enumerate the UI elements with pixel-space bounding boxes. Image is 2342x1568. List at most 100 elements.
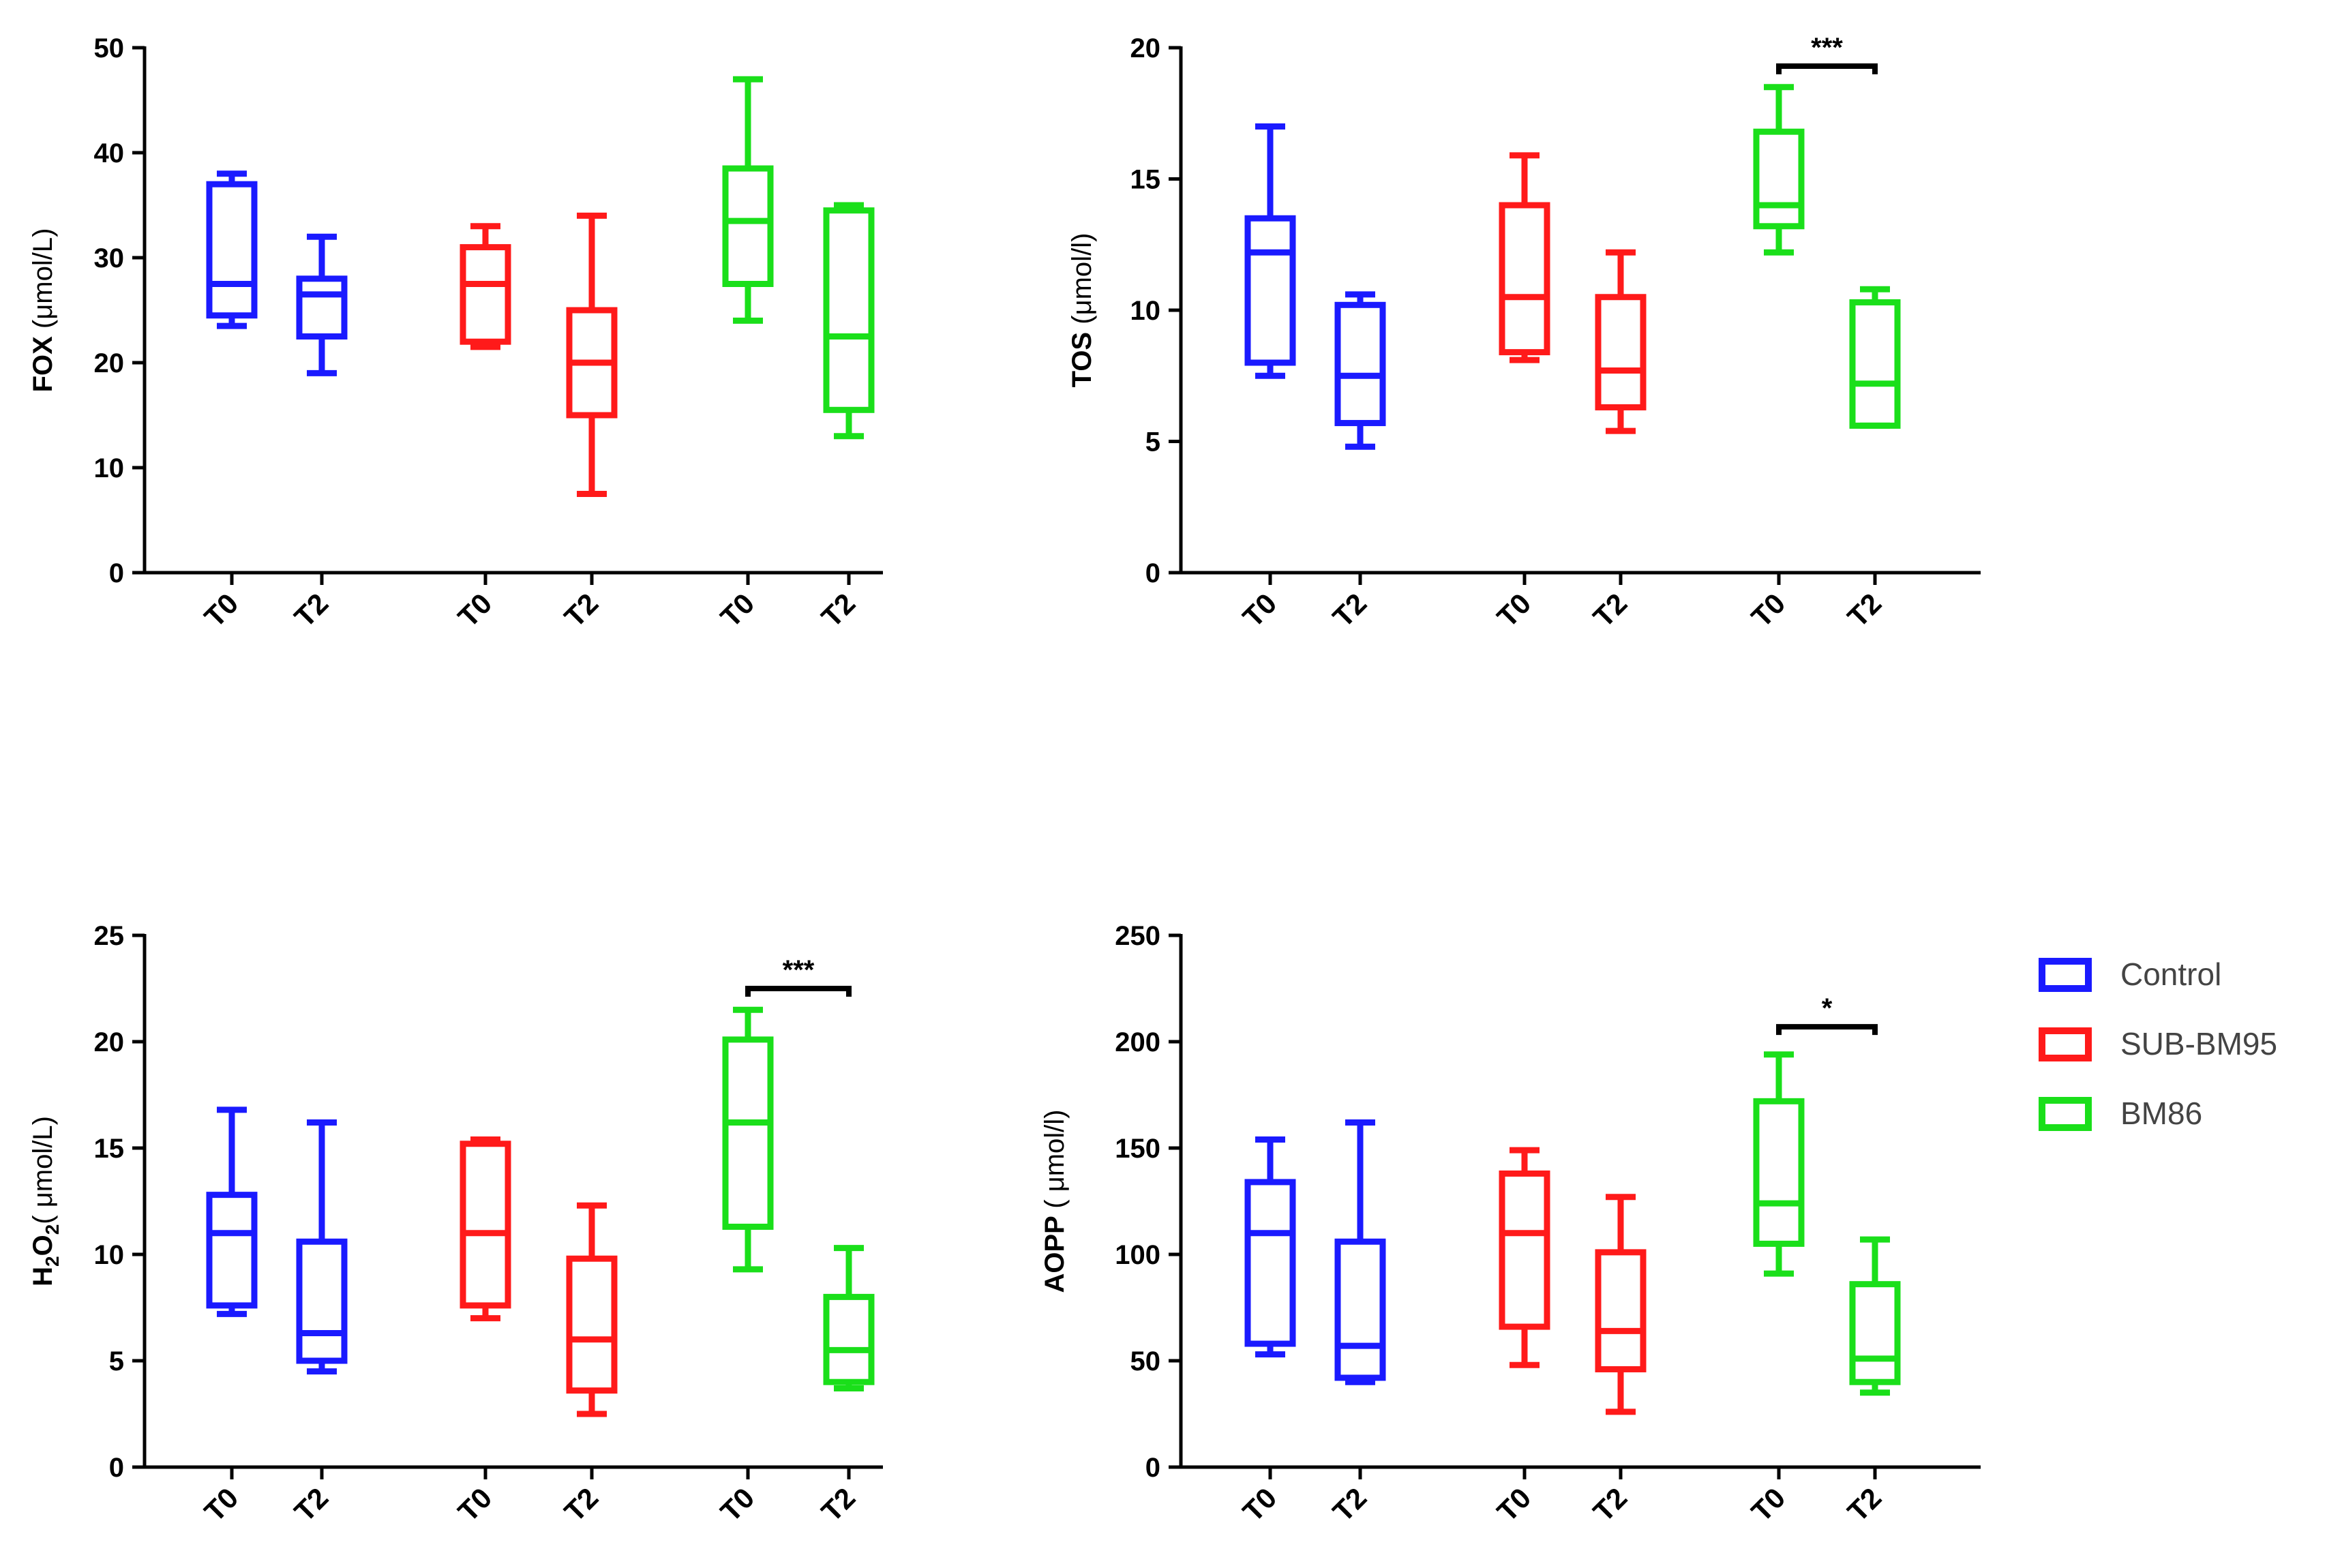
x-tick-label-aopp-5: T2 [1841,1481,1887,1528]
y-tick-label-fox-2: 20 [94,348,125,378]
box-h2o2-1 [296,1119,348,1375]
box-aopp-2 [1499,1147,1550,1368]
y-tick-label-aopp-4: 200 [1115,1027,1160,1057]
x-tick-label-tos-4: T0 [1745,587,1791,633]
panel-h2o2: H2O2( μmol/L) 0 5 10 15 20 25 T0 T2 T0 T2 T0 T2 *** [28,921,883,1528]
legend-label-control: Control [2120,956,2221,992]
y-axis-label-fox: FOX (μmol/L) [28,228,58,393]
significance-label-h2o2-0: *** [783,955,815,985]
x-tick-label-tos-2: T0 [1490,587,1537,633]
box-h2o2-3 [566,1202,618,1417]
box-iqr-aopp-1 [1334,1238,1386,1381]
y-tick-label-tos-3: 15 [1130,165,1161,195]
y-tick-label-fox-4: 40 [94,138,125,168]
x-tick-label-h2o2-5: T2 [815,1481,861,1528]
x-tick-label-fox-4: T0 [714,587,760,633]
panel-fox: FOX (μmol/L) 0 10 20 30 40 50 T0 T2 T0 T2 T0 T2 [28,33,883,633]
box-tos-4 [1753,84,1805,256]
legend: Control SUB-BM95 BM86 [2039,956,2277,1131]
box-iqr-fox-0 [206,181,258,319]
box-aopp-0 [1244,1136,1296,1358]
significance-bracket-h2o2-0 [745,986,852,997]
box-iqr-h2o2-3 [566,1255,618,1394]
box-h2o2-0 [206,1106,258,1317]
y-tick-label-h2o2-3: 15 [94,1134,125,1164]
box-iqr-h2o2-1 [296,1238,348,1364]
box-iqr-fox-1 [296,275,348,340]
y-tick-label-h2o2-5: 25 [94,921,125,951]
box-fox-0 [206,170,258,329]
box-iqr-h2o2-4 [722,1036,774,1230]
box-iqr-h2o2-5 [823,1293,875,1385]
x-tick-label-fox-3: T2 [558,587,604,633]
significance-bracket-aopp-0 [1776,1024,1878,1036]
x-tick-label-aopp-3: T2 [1587,1481,1633,1528]
box-iqr-fox-5 [823,207,875,413]
y-tick-label-tos-2: 10 [1130,296,1161,326]
y-tick-label-fox-1: 10 [94,453,125,483]
y-tick-label-fox-3: 30 [94,243,125,273]
box-fox-5 [823,202,875,440]
x-tick-label-h2o2-3: T2 [558,1481,604,1528]
y-axis-label-aopp: AOPP ( μmol/l) [1040,1109,1070,1293]
box-iqr-tos-0 [1244,215,1296,366]
box-iqr-fox-4 [722,165,774,287]
significance-label-tos-0: *** [1811,33,1843,63]
y-tick-label-h2o2-4: 20 [94,1027,125,1057]
legend-swatch-bm86 [2039,1097,2092,1131]
x-tick-label-h2o2-4: T0 [714,1481,760,1528]
y-tick-label-h2o2-1: 5 [109,1346,124,1376]
box-iqr-tos-2 [1499,202,1550,356]
box-iqr-aopp-5 [1849,1281,1901,1385]
box-h2o2-2 [460,1136,511,1322]
box-iqr-h2o2-0 [206,1192,258,1309]
box-fox-4 [722,76,774,324]
y-tick-label-aopp-5: 250 [1115,921,1160,951]
x-tick-label-tos-1: T2 [1326,587,1372,633]
x-tick-label-h2o2-2: T0 [451,1481,498,1528]
x-tick-label-fox-5: T2 [815,587,861,633]
box-iqr-tos-1 [1334,301,1386,427]
box-tos-1 [1334,291,1386,450]
box-h2o2-5 [823,1245,875,1392]
box-aopp-1 [1334,1119,1386,1385]
box-aopp-4 [1753,1051,1805,1277]
y-tick-label-aopp-1: 50 [1130,1346,1161,1376]
y-axis-label-tos: TOS (μmol/l) [1067,233,1097,388]
box-iqr-aopp-0 [1244,1179,1296,1347]
box-fox-3 [566,212,618,497]
box-tos-0 [1244,123,1296,379]
box-iqr-h2o2-2 [460,1141,511,1309]
box-h2o2-4 [722,1006,774,1273]
x-tick-label-tos-3: T2 [1587,587,1633,633]
x-tick-label-tos-5: T2 [1841,587,1887,633]
box-iqr-tos-3 [1595,294,1647,410]
x-tick-label-fox-2: T0 [451,587,498,633]
y-tick-label-h2o2-2: 10 [94,1240,125,1270]
box-iqr-aopp-3 [1595,1249,1647,1372]
panel-aopp: AOPP ( μmol/l) 0 50 100 150 200 250 T0 T2 T0 T2 T0… [1040,921,1981,1528]
x-tick-label-aopp-2: T0 [1490,1481,1537,1528]
x-tick-label-tos-0: T0 [1236,587,1282,633]
x-tick-label-aopp-0: T0 [1236,1481,1282,1528]
legend-swatch-control [2039,958,2092,992]
box-aopp-3 [1595,1194,1647,1415]
significance-bracket-tos-0 [1776,63,1878,74]
x-tick-label-fox-1: T2 [288,587,334,633]
significance-label-aopp-0: * [1822,993,1833,1023]
y-tick-label-aopp-3: 150 [1115,1134,1160,1164]
box-iqr-fox-2 [460,244,511,345]
box-tos-5 [1849,286,1901,429]
box-tos-3 [1595,249,1647,434]
x-tick-label-fox-0: T0 [198,587,244,633]
legend-label-bm86: BM86 [2120,1096,2202,1131]
box-iqr-aopp-4 [1753,1098,1805,1247]
legend-swatch-sub-bm95 [2039,1027,2092,1061]
legend-label-sub-bm95: SUB-BM95 [2120,1026,2277,1061]
box-aopp-5 [1849,1236,1901,1396]
y-tick-label-tos-0: 0 [1145,558,1160,588]
y-tick-label-tos-4: 20 [1130,33,1161,63]
box-iqr-tos-4 [1753,128,1805,230]
panel-tos: TOS (μmol/l) 0 5 10 15 20 T0 T2 T0 T2 T0 T2 *** [1067,33,1981,633]
